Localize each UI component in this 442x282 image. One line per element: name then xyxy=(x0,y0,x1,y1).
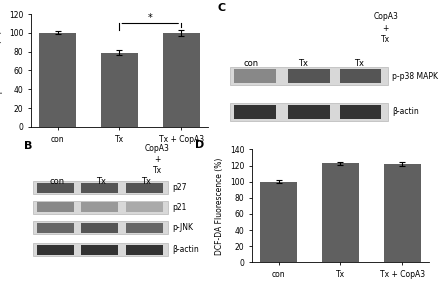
Bar xyxy=(340,105,381,119)
Bar xyxy=(260,182,297,262)
Text: Tx: Tx xyxy=(141,177,151,186)
Bar xyxy=(126,223,163,233)
Bar xyxy=(81,223,118,233)
Bar xyxy=(37,223,74,233)
Bar xyxy=(81,202,118,212)
Bar xyxy=(163,33,200,127)
Bar xyxy=(33,181,168,194)
Text: p21: p21 xyxy=(172,203,187,212)
Text: β-actin: β-actin xyxy=(392,107,419,116)
Bar xyxy=(322,163,359,262)
Text: p27: p27 xyxy=(172,183,187,192)
Text: β-actin: β-actin xyxy=(172,245,199,254)
Text: Tx: Tx xyxy=(96,177,107,186)
Bar xyxy=(101,53,138,127)
Text: p-JNK: p-JNK xyxy=(172,223,193,232)
Text: p-p38 MAPK: p-p38 MAPK xyxy=(392,72,438,81)
Bar xyxy=(33,221,168,234)
Bar xyxy=(39,33,76,127)
Bar xyxy=(126,182,163,193)
Text: *: * xyxy=(148,13,152,23)
Text: CopA3
+
Tx: CopA3 + Tx xyxy=(373,12,398,44)
Bar xyxy=(340,69,381,83)
Text: Tx: Tx xyxy=(297,59,308,68)
Bar xyxy=(126,245,163,255)
Bar xyxy=(288,69,330,83)
Bar xyxy=(230,103,388,121)
Bar xyxy=(230,67,388,85)
Text: D: D xyxy=(195,140,205,150)
Y-axis label: Cell proliferation (%): Cell proliferation (%) xyxy=(0,31,3,110)
Bar xyxy=(37,245,74,255)
Bar xyxy=(126,202,163,212)
Bar xyxy=(288,105,330,119)
Bar xyxy=(33,201,168,214)
Bar xyxy=(37,202,74,212)
Text: con: con xyxy=(50,177,65,186)
Text: CopA3
+
Tx: CopA3 + Tx xyxy=(145,144,170,175)
Bar xyxy=(384,164,421,262)
Bar xyxy=(234,69,275,83)
Bar xyxy=(37,182,74,193)
Text: C: C xyxy=(217,3,225,13)
Text: con: con xyxy=(243,59,258,68)
Bar xyxy=(81,182,118,193)
Text: Tx: Tx xyxy=(354,59,364,68)
Bar xyxy=(33,243,168,256)
Bar xyxy=(81,245,118,255)
Y-axis label: DCF-DA Fluorescence (%): DCF-DA Fluorescence (%) xyxy=(215,157,224,255)
Bar xyxy=(234,105,275,119)
Text: B: B xyxy=(23,141,32,151)
